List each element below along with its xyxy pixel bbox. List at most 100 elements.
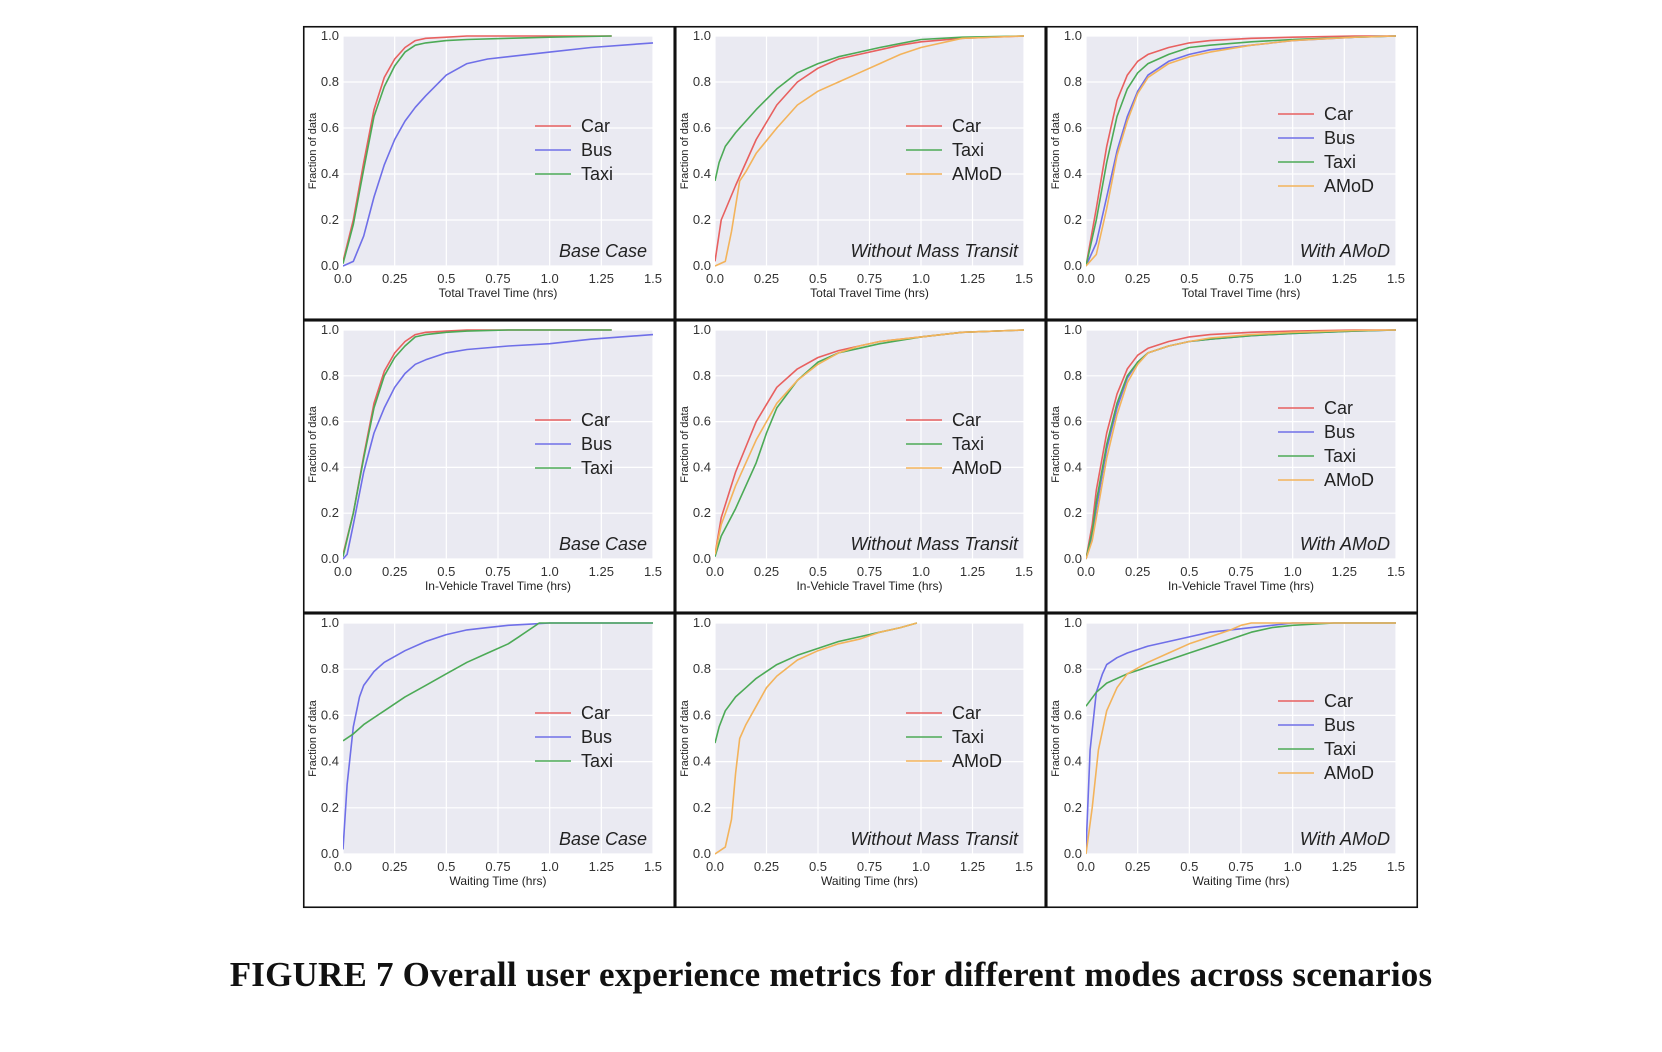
series-line-bus	[343, 622, 653, 850]
series-line-amod	[715, 622, 918, 855]
series-line-amod	[715, 329, 1025, 555]
x-tick-label: 0.0	[334, 859, 352, 874]
y-tick-label: 1.0	[321, 28, 339, 43]
x-tick-label: 1.0	[541, 564, 559, 579]
legend-label-taxi: Taxi	[1324, 152, 1356, 172]
x-tick-label: 0.75	[857, 271, 882, 286]
x-tick-label: 0.5	[1180, 564, 1198, 579]
x-tick-label: 0.25	[754, 564, 779, 579]
legend-label-amod: AMoD	[1324, 763, 1374, 783]
y-tick-label: 0.8	[1064, 74, 1082, 89]
x-tick-label: 1.5	[1387, 564, 1405, 579]
y-axis-label: Fraction of data	[307, 699, 319, 776]
x-tick-label: 1.0	[1284, 564, 1302, 579]
series-line-bus	[1086, 622, 1396, 850]
x-axis-label: Waiting Time (hrs)	[1193, 874, 1290, 888]
scenario-annotation: Base Case	[559, 534, 647, 554]
x-tick-label: 0.0	[706, 564, 724, 579]
y-tick-label: 0.6	[693, 414, 711, 429]
series-line-amod	[1086, 35, 1397, 267]
y-tick-label: 0.0	[321, 258, 339, 273]
y-tick-label: 0.4	[693, 166, 711, 181]
y-tick-label: 0.4	[321, 166, 339, 181]
y-tick-label: 0.2	[1064, 505, 1082, 520]
series-line-car	[1086, 329, 1396, 560]
series-line-taxi	[1086, 35, 1397, 267]
x-tick-label: 0.75	[485, 564, 510, 579]
x-tick-label: 1.25	[960, 271, 985, 286]
y-tick-label: 0.2	[693, 212, 711, 227]
scenario-annotation: Base Case	[559, 241, 647, 261]
legend-label-car: Car	[1324, 691, 1353, 711]
cdf-panel: 0.0 0.25 0.5 0.75 1.0 1.25 1.5 0.0 0.2 0.4 0.6 0.8 1…	[1045, 319, 1419, 614]
x-tick-label: 1.25	[1332, 859, 1357, 874]
x-tick-label: 0.5	[809, 859, 827, 874]
x-tick-label: 0.5	[809, 271, 827, 286]
y-tick-label: 0.6	[321, 707, 339, 722]
y-tick-label: 0.0	[1064, 551, 1082, 566]
series-line-amod	[1086, 329, 1397, 560]
x-tick-label: 1.5	[644, 271, 662, 286]
y-tick-label: 0.0	[693, 551, 711, 566]
scenario-annotation: With AMoD	[1300, 534, 1390, 554]
x-tick-label: 1.0	[1284, 859, 1302, 874]
y-tick-label: 0.0	[1064, 258, 1082, 273]
legend-label-amod: AMoD	[1324, 176, 1374, 196]
y-tick-label: 0.8	[1064, 368, 1082, 383]
x-tick-label: 0.25	[754, 859, 779, 874]
scenario-annotation: Without Mass Transit	[850, 829, 1019, 849]
y-axis-label: Fraction of data	[1050, 699, 1062, 776]
x-tick-label: 0.0	[706, 271, 724, 286]
legend-label-car: Car	[1324, 104, 1353, 124]
y-tick-label: 0.6	[1064, 120, 1082, 135]
y-tick-label: 1.0	[1064, 28, 1082, 43]
legend-label-car: Car	[581, 410, 610, 430]
x-tick-label: 0.5	[437, 859, 455, 874]
scenario-annotation: With AMoD	[1300, 829, 1390, 849]
x-tick-label: 0.25	[1125, 859, 1150, 874]
y-tick-label: 0.8	[693, 74, 711, 89]
legend-label-taxi: Taxi	[581, 164, 613, 184]
x-axis-label: Total Travel Time (hrs)	[439, 286, 558, 300]
cdf-panel: 0.0 0.25 0.5 0.75 1.0 1.25 1.5 0.0 0.2 0.4 0.6 0.8 1…	[674, 612, 1047, 909]
legend-label-taxi: Taxi	[952, 727, 984, 747]
y-tick-label: 0.4	[1064, 459, 1082, 474]
legend-label-car: Car	[1324, 398, 1353, 418]
x-tick-label: 0.25	[1125, 271, 1150, 286]
y-tick-label: 1.0	[321, 615, 339, 630]
x-tick-label: 0.75	[485, 859, 510, 874]
y-tick-label: 1.0	[1064, 322, 1082, 337]
series-line-amod	[715, 35, 1025, 267]
y-axis-label: Fraction of data	[307, 112, 319, 189]
legend-label-bus: Bus	[581, 727, 612, 747]
cdf-panel: 0.0 0.25 0.5 0.75 1.0 1.25 1.5 0.0 0.2 0.4 0.6 0.8 1…	[674, 25, 1047, 321]
y-axis-label: Fraction of data	[679, 699, 691, 776]
series-line-amod	[1086, 622, 1396, 855]
y-tick-label: 0.6	[321, 414, 339, 429]
x-tick-label: 1.25	[589, 271, 614, 286]
x-tick-label: 0.25	[1125, 564, 1150, 579]
x-tick-label: 1.25	[960, 859, 985, 874]
series-line-car	[1086, 35, 1396, 267]
x-tick-label: 0.0	[334, 271, 352, 286]
x-tick-label: 1.0	[912, 859, 930, 874]
x-tick-label: 1.0	[541, 271, 559, 286]
x-tick-label: 1.5	[1387, 859, 1405, 874]
series-line-car	[343, 35, 612, 262]
y-tick-label: 0.4	[321, 459, 339, 474]
y-axis-label: Fraction of data	[679, 405, 691, 482]
series-line-bus	[343, 42, 654, 267]
y-tick-label: 0.4	[693, 754, 711, 769]
x-tick-label: 0.75	[1228, 859, 1253, 874]
y-tick-label: 0.2	[321, 800, 339, 815]
legend-label-amod: AMoD	[952, 164, 1002, 184]
legend-label-car: Car	[581, 116, 610, 136]
x-axis-label: In-Vehicle Travel Time (hrs)	[796, 579, 942, 593]
x-axis-label: In-Vehicle Travel Time (hrs)	[1168, 579, 1314, 593]
series-line-taxi	[343, 35, 612, 264]
x-tick-label: 1.5	[644, 859, 662, 874]
x-tick-label: 0.0	[334, 564, 352, 579]
cdf-panel: 0.0 0.25 0.5 0.75 1.0 1.25 1.5 0.0 0.2 0.4 0.6 0.8 1…	[674, 319, 1047, 614]
x-tick-label: 0.25	[382, 271, 407, 286]
x-tick-label: 1.5	[644, 564, 662, 579]
